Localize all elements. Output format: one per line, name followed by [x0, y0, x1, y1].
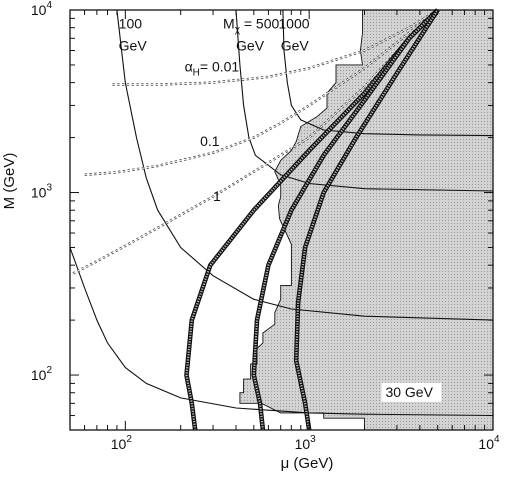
x-tick-label: 104 — [478, 434, 500, 452]
tick-layer: 102 103 104 102 103 104 — [31, 0, 500, 452]
series-line-4 — [69, 247, 494, 417]
annotation-label: Mχ = 500 — [223, 16, 279, 36]
annotation-label: 1 — [213, 188, 221, 204]
y-tick-label: 104 — [31, 0, 53, 18]
series-line-9 — [251, 8, 440, 431]
series-line-10-inner — [295, 9, 439, 431]
series-line-2 — [235, 9, 494, 192]
y-tick-label: 103 — [31, 183, 53, 201]
annotation-label: 0.1 — [200, 133, 220, 149]
series-line-3 — [282, 9, 494, 137]
annotation-label: αH= 0.01 — [185, 59, 240, 79]
plot-frame — [69, 9, 494, 431]
x-tick-label: 103 — [295, 434, 317, 452]
annotation-label: GeV — [281, 37, 310, 53]
series-layer — [69, 8, 494, 431]
annotation-bg — [381, 382, 442, 402]
series-line-6-inner — [84, 9, 439, 176]
x-tick-label: 102 — [111, 434, 133, 452]
y-tick-label: 102 — [31, 365, 53, 383]
annotation-label: 1000 — [278, 16, 309, 32]
x-axis-label: μ (GeV) — [281, 455, 334, 472]
series-line-5-inner — [112, 9, 438, 86]
excluded-region — [239, 9, 494, 431]
annotation-label: GeV — [119, 37, 148, 53]
series-line-1 — [116, 9, 494, 321]
y-axis-label: M (GeV) — [1, 153, 18, 210]
annotation-label: 100 — [119, 16, 143, 32]
annotation-label: 30 GeV — [385, 384, 433, 400]
excluded-region-layer — [239, 9, 494, 431]
annotation-label: GeV — [236, 37, 265, 53]
